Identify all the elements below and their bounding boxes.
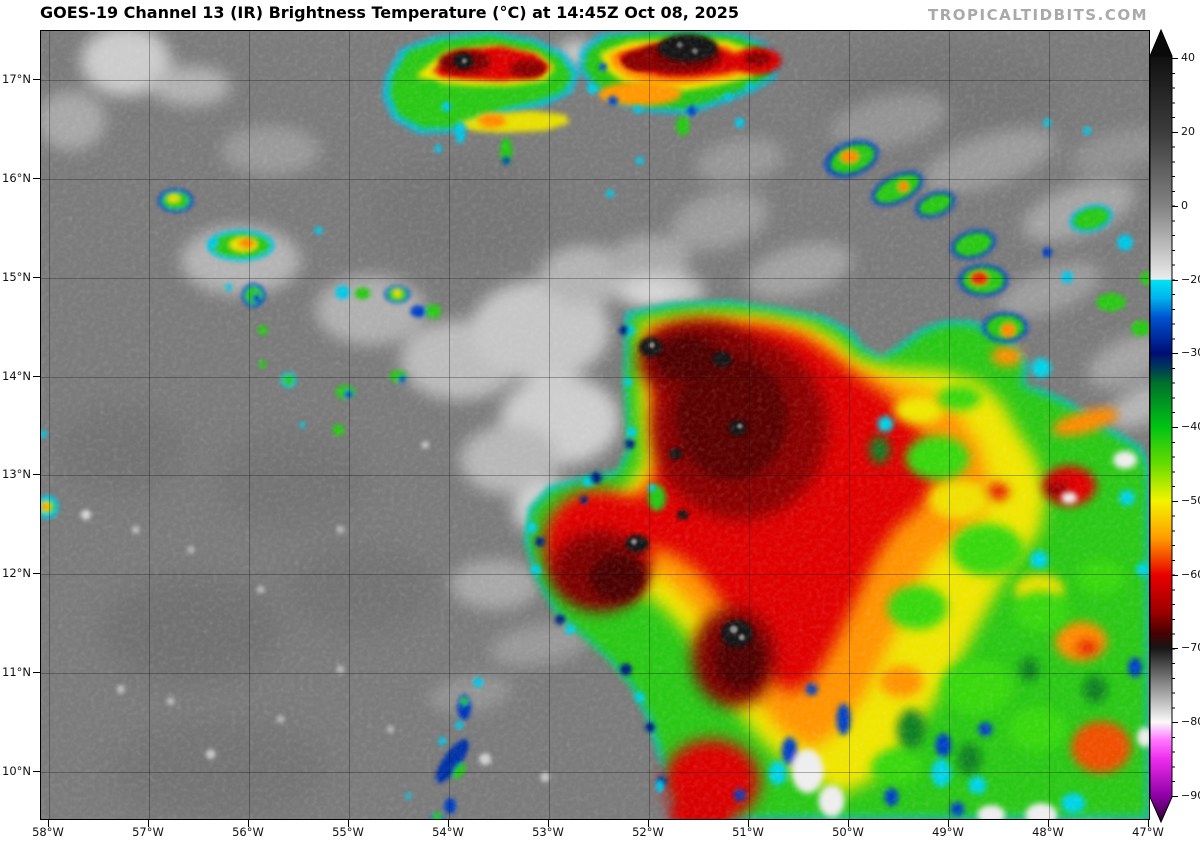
- lon-label: 54°W: [432, 825, 464, 839]
- watermark: TROPICALTIDBITS.COM: [928, 6, 1148, 24]
- colorbar-label: −80: [1181, 715, 1200, 728]
- colorbar-label: −60: [1181, 568, 1200, 581]
- noise-texture: [41, 31, 1149, 819]
- lat-label: 16°N: [2, 171, 31, 185]
- lat-label: 15°N: [2, 270, 31, 284]
- colorbar-label: 0: [1181, 199, 1188, 212]
- lat-label: 17°N: [2, 72, 31, 86]
- colorbar-label: −20: [1181, 273, 1200, 286]
- satellite-map: [40, 30, 1150, 820]
- lon-label: 55°W: [332, 825, 364, 839]
- colorbar-label: 40: [1181, 51, 1195, 64]
- lat-label: 13°N: [2, 467, 31, 481]
- colorbar-arrow-top: [1150, 30, 1172, 56]
- colorbar-label: −70: [1181, 641, 1200, 654]
- colorbar-label: −40: [1181, 420, 1200, 433]
- lon-label: 57°W: [132, 825, 164, 839]
- colorbar-label: 20: [1181, 125, 1195, 138]
- colorbar-label: −30: [1181, 346, 1200, 359]
- lon-label: 58°W: [32, 825, 64, 839]
- lon-label: 56°W: [232, 825, 264, 839]
- lon-label: 48°W: [1032, 825, 1064, 839]
- lon-label: 51°W: [732, 825, 764, 839]
- colorbar-label: −50: [1181, 494, 1200, 507]
- lat-label: 10°N: [2, 764, 31, 778]
- lat-label: 12°N: [2, 566, 31, 580]
- lat-label: 14°N: [2, 369, 31, 383]
- lon-label: 52°W: [632, 825, 664, 839]
- colorbar-gradient: [1150, 56, 1172, 797]
- colorbar-arrow-bottom: [1150, 797, 1172, 822]
- lon-label: 47°W: [1132, 825, 1164, 839]
- lon-label: 49°W: [932, 825, 964, 839]
- satellite-imagery: [41, 31, 1149, 819]
- colorbar-label: −90: [1181, 789, 1200, 802]
- lon-label: 50°W: [832, 825, 864, 839]
- lon-label: 53°W: [532, 825, 564, 839]
- colorbar: [1149, 28, 1173, 824]
- lat-label: 11°N: [2, 665, 31, 679]
- page-title: GOES-19 Channel 13 (IR) Brightness Tempe…: [40, 3, 739, 22]
